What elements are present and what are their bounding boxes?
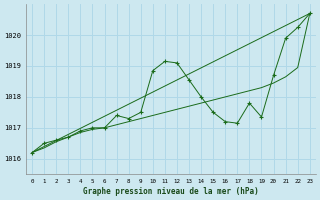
X-axis label: Graphe pression niveau de la mer (hPa): Graphe pression niveau de la mer (hPa) (83, 187, 259, 196)
